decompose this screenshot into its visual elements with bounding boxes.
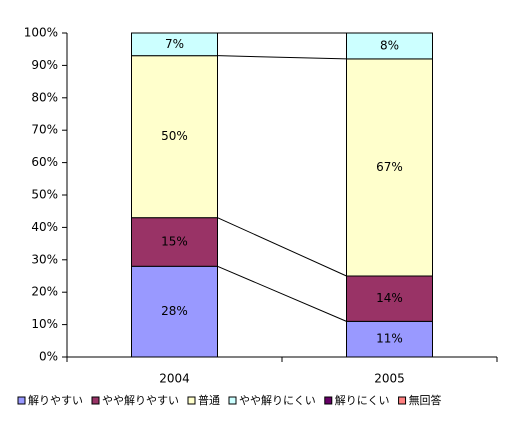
value-label: 67%: [376, 160, 403, 174]
legend-label: 普通: [198, 393, 220, 407]
bar-segment: [131, 32, 218, 57]
x-tick-label: 2005: [374, 372, 405, 386]
legend-swatch: [91, 396, 100, 405]
value-label: 7%: [165, 37, 184, 51]
bar-segment: [346, 32, 433, 60]
legend-label: やや解りにくい: [239, 393, 316, 407]
series-line: [217, 217, 347, 277]
legend-swatch: [324, 396, 333, 405]
y-tick-label: 80%: [31, 90, 58, 104]
value-label: 15%: [161, 234, 188, 248]
legend-swatch: [187, 396, 196, 405]
value-label: 28%: [161, 304, 188, 318]
legend-label: 解りやすい: [28, 393, 83, 407]
value-label: 14%: [376, 291, 403, 305]
value-label: 50%: [161, 129, 188, 143]
y-tick-label: 90%: [31, 58, 58, 72]
bar-segment: [346, 58, 433, 277]
legend-swatch: [398, 396, 407, 405]
legend-swatch: [228, 396, 237, 405]
legend-swatch: [17, 396, 26, 405]
x-tick-label: 2004: [159, 372, 190, 386]
y-tick-label: 70%: [31, 123, 58, 137]
y-tick-label: 0%: [39, 350, 58, 364]
series-line: [217, 265, 347, 322]
bar-segment: [131, 55, 218, 219]
legend-label: やや解りやすい: [102, 393, 179, 407]
value-label: 8%: [380, 38, 399, 52]
bar-segment: [131, 265, 218, 358]
y-tick-label: 100%: [24, 26, 58, 40]
legend-label: 無回答: [409, 393, 442, 407]
y-tick-label: 30%: [31, 252, 58, 266]
y-tick-label: 60%: [31, 155, 58, 169]
y-tick-label: 10%: [31, 317, 58, 331]
legend-label: 解りにくい: [335, 393, 390, 407]
value-label: 11%: [376, 332, 403, 346]
y-tick-label: 50%: [31, 188, 58, 202]
y-tick-label: 40%: [31, 220, 58, 234]
bar-segment: [346, 275, 433, 322]
bar-segment: [131, 217, 218, 267]
series-line: [217, 55, 347, 60]
y-tick-label: 20%: [31, 285, 58, 299]
bar-segment: [346, 320, 433, 358]
